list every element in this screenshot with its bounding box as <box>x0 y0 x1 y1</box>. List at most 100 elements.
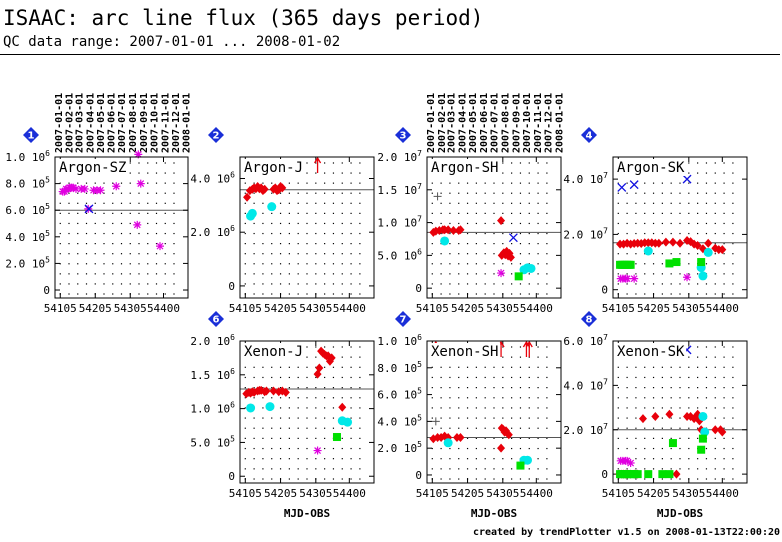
data-point-diamond <box>665 409 674 419</box>
data-point-asterisk <box>626 459 635 468</box>
data-point-asterisk <box>80 184 89 193</box>
panel-number-badge <box>581 127 597 143</box>
date-tick-label: 2007-02-01 <box>65 93 76 153</box>
data-point-asterisk <box>112 182 121 191</box>
date-tick-label: 2007-06-01 <box>107 93 118 153</box>
y-tick-label: 5.0 105 <box>190 434 235 449</box>
date-tick-label: 2007-01-01 <box>54 93 65 153</box>
data-point-square <box>516 461 525 470</box>
series-magenta <box>58 150 164 251</box>
data-point-diamond <box>497 443 506 453</box>
panel-label: Xenon-SH <box>431 344 498 360</box>
data-point-diamond <box>262 386 271 396</box>
series-green <box>616 258 706 269</box>
data-point-diamond <box>506 252 515 262</box>
data-point-square <box>644 470 653 479</box>
series-magenta <box>616 273 692 283</box>
x-tick-label: 54400 <box>333 487 366 500</box>
y-tick-label: 1.0 106 <box>5 149 50 164</box>
x-tick-label: 54400 <box>147 302 180 315</box>
series-red <box>429 423 513 453</box>
data-point-circle <box>265 402 275 412</box>
y-tick-label: 0 <box>43 284 50 297</box>
panel-frame <box>426 156 562 299</box>
x-tick-label: 54305 <box>486 302 519 315</box>
data-point-diamond <box>315 363 324 373</box>
y-tick-label: 0 <box>228 280 235 293</box>
data-point-cross <box>617 182 627 192</box>
date-tick-label: 2007-09-01 <box>139 93 150 153</box>
date-tick-label: 2007-07-01 <box>490 93 501 153</box>
y-tick-label: 8.0 105 <box>377 360 422 375</box>
data-point-asterisk <box>497 269 506 278</box>
x-tick-label: 54305 <box>486 487 519 500</box>
x-tick-label: 54400 <box>520 487 553 500</box>
date-tick-label: 2007-10-01 <box>522 93 533 153</box>
series-green <box>514 272 523 281</box>
panel-label-background <box>242 159 305 176</box>
y-tick-label: 2.0 106 <box>190 224 235 239</box>
data-point-circle <box>523 455 532 465</box>
data-point-asterisk <box>623 456 632 465</box>
x-tick-label: 54105 <box>602 487 635 500</box>
data-point-cross <box>84 204 94 214</box>
data-point-cross <box>629 180 639 190</box>
dotted-grid <box>617 346 734 480</box>
panel-7: 7 0 2.0 105 4.0 105 6.0 105 8.0 105 1.0 106 541… <box>377 311 562 520</box>
date-tick-label: 2007-09-01 <box>512 93 523 153</box>
panel-4: 4 0 2.0 107 4.0 107 54105 54205 54305 54400 Argo… <box>563 127 748 315</box>
data-point-diamond <box>668 237 677 247</box>
panel-8: 8 0 2.0 107 4.0 107 6.0 107 54105 54205 54305 54… <box>563 311 748 520</box>
data-point-diamond <box>651 411 660 421</box>
panel-label-background <box>242 343 305 360</box>
data-point-square <box>668 439 677 448</box>
x-tick-label: 54105 <box>229 487 262 500</box>
panel-number: 1 <box>28 131 35 142</box>
header-divider <box>0 54 780 55</box>
panel-label-background <box>429 159 501 176</box>
y-tick-label: 4.0 105 <box>377 413 422 428</box>
panel-number: 2 <box>213 131 220 142</box>
date-tick-label: 2007-11-01 <box>160 93 171 153</box>
date-tick-label: 2007-06-01 <box>479 93 490 153</box>
panel-2: 2 0 2.0 106 4.0 106 54105 54205 54305 54400 Argo… <box>190 127 375 315</box>
date-tick-label: 2007-05-01 <box>96 93 107 153</box>
y-tick-label: 2.0 107 <box>563 422 608 437</box>
date-tick-label: 2007-03-01 <box>75 93 86 153</box>
data-point-diamond <box>497 216 506 226</box>
data-point-asterisk <box>630 274 639 283</box>
date-tick-label: 2007-04-01 <box>458 93 469 153</box>
data-point-circle <box>526 263 536 273</box>
data-point-circle <box>267 202 277 212</box>
y-tick-label: 6.0 107 <box>563 333 608 348</box>
date-tick-label: 2007-08-01 <box>501 93 512 153</box>
series-red <box>242 346 347 412</box>
x-tick-label: 54305 <box>299 487 332 500</box>
y-tick-label: 0 <box>415 469 422 482</box>
data-point-diamond <box>281 387 290 397</box>
x-tick-label: 54205 <box>637 302 670 315</box>
data-point-asterisk <box>623 274 632 283</box>
data-point-diamond <box>449 225 458 235</box>
data-point-diamond <box>243 192 252 202</box>
panel-1: 1 0 2.0 105 4.0 105 6.0 105 8.0 105 1.0 106 541… <box>5 127 189 315</box>
dotted-grid <box>244 346 361 480</box>
x-tick-label: 54205 <box>451 302 484 315</box>
y-tick-label: 0 <box>228 470 235 483</box>
x-tick-label: 54400 <box>333 302 366 315</box>
y-tick-label: 4.0 107 <box>563 171 608 186</box>
y-tick-label: 6.0 105 <box>377 387 422 402</box>
series-cyan <box>698 411 710 437</box>
data-point-diamond <box>504 430 513 440</box>
data-point-square <box>697 258 706 267</box>
page-header: ISAAC: arc line flux (365 days period) Q… <box>0 0 782 60</box>
data-point-diamond <box>327 353 336 363</box>
date-tick-label: 2007-04-01 <box>85 93 96 153</box>
x-tick-label: 54205 <box>451 487 484 500</box>
panel-number: 4 <box>586 131 593 142</box>
off-scale-arrow <box>314 156 322 173</box>
x-tick-label: 54400 <box>520 302 553 315</box>
series-green <box>616 434 707 479</box>
x-tick-label: 54205 <box>264 487 297 500</box>
